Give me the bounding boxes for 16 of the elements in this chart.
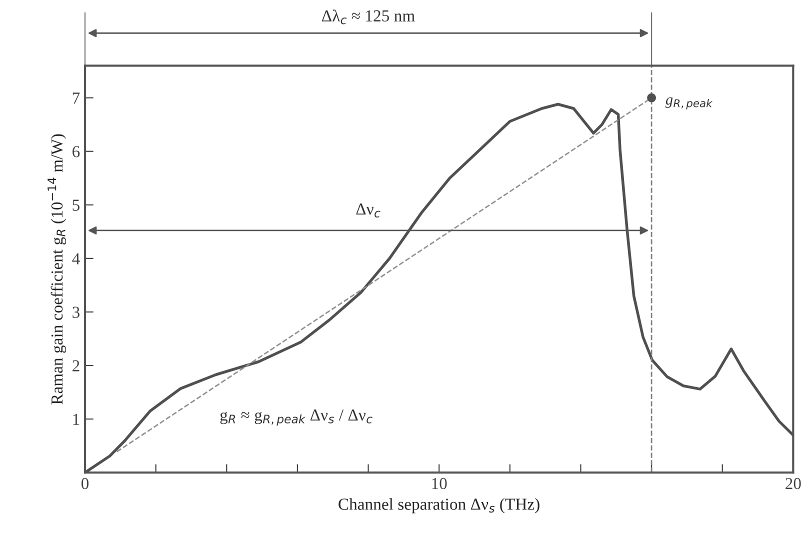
y-tick-label: 3 bbox=[72, 306, 80, 318]
x-tick-label: 10 bbox=[432, 478, 447, 490]
text: Δλ$_{c}$ ≈ 125 nm bbox=[322, 10, 415, 24]
y-tick-label: 7 bbox=[72, 92, 80, 104]
y-tick-label: 4 bbox=[72, 253, 80, 264]
y-tick-label: 6 bbox=[72, 146, 80, 158]
x-axis-title: Channel separation Δν$_{s}$ (THz) bbox=[338, 498, 540, 514]
x-tick-label: 20 bbox=[786, 478, 801, 490]
series-label: g$_{R,peak}$ bbox=[665, 97, 713, 110]
y-tick-label: 2 bbox=[72, 360, 80, 372]
annotation: Δν$_{c}$ bbox=[356, 204, 380, 218]
x-tick-label: 0 bbox=[81, 478, 89, 490]
y-tick-label: 1 bbox=[73, 414, 80, 425]
annotation: g$_{R}$ ≈ g$_{R,peak}$ Δν$_{s}$ / Δν$_{c}$ bbox=[220, 409, 372, 426]
y-axis-title: Raman gain coefficient g$_{R}$ (10$^{−14}$ m/W) bbox=[48, 134, 66, 404]
y-tick-label: 5 bbox=[72, 200, 80, 211]
